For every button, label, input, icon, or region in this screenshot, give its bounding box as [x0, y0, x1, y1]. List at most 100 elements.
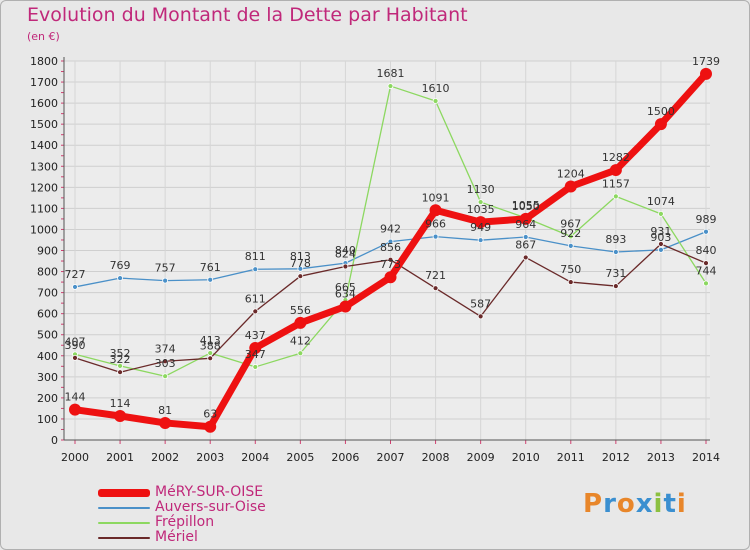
y-tick-label: 1500 — [30, 118, 58, 131]
data-label: 412 — [290, 334, 311, 347]
data-label: 322 — [110, 353, 131, 366]
x-tick-label: 2008 — [422, 451, 450, 464]
data-point — [612, 283, 619, 289]
data-label: 407 — [65, 335, 86, 348]
y-tick-label: 700 — [37, 287, 58, 300]
x-tick-label: 2003 — [196, 451, 224, 464]
y-tick-label: 400 — [37, 350, 58, 363]
x-tick-label: 2009 — [467, 451, 495, 464]
data-point — [387, 238, 394, 245]
data-label: 413 — [200, 334, 221, 347]
data-point — [658, 246, 664, 253]
data-point — [658, 241, 664, 247]
series-auvers-sur-oise — [72, 228, 709, 290]
data-label: 1091 — [422, 191, 450, 204]
data-point — [339, 300, 352, 313]
data-labels: 727 769 757 761 811 813 840 942 966 949 964 922 893 9… — [65, 55, 721, 421]
y-tick-label: 1300 — [30, 160, 58, 173]
data-point — [522, 254, 529, 261]
series-layer — [69, 67, 712, 433]
data-point — [252, 308, 259, 315]
data-label: 556 — [290, 304, 311, 317]
data-label: 750 — [560, 263, 581, 276]
y-tick-label: 1600 — [30, 97, 58, 110]
data-label: 1157 — [602, 177, 630, 190]
data-label: 1282 — [602, 151, 630, 164]
data-label: 778 — [290, 257, 311, 270]
data-label: 437 — [245, 329, 266, 342]
data-point — [477, 313, 484, 320]
data-label: 634 — [335, 288, 356, 301]
legend-swatch — [98, 537, 150, 539]
data-point — [204, 420, 217, 433]
data-point — [252, 364, 259, 370]
data-label: 931 — [650, 225, 671, 238]
logo-letter: r — [603, 489, 617, 519]
data-point — [658, 210, 664, 217]
x-tick-label: 2011 — [557, 451, 585, 464]
data-label: 731 — [605, 267, 626, 280]
data-label: 893 — [605, 233, 626, 246]
data-point — [567, 242, 574, 249]
data-label: 840 — [335, 244, 356, 257]
chart-subtitle: (en €) — [27, 30, 60, 43]
data-label: 1035 — [467, 203, 495, 216]
data-label: 744 — [696, 264, 717, 277]
data-point — [519, 212, 532, 225]
y-tick-label: 1700 — [30, 76, 58, 89]
data-point — [297, 350, 304, 357]
data-label: 721 — [425, 269, 446, 282]
data-point — [567, 233, 574, 240]
data-point — [387, 83, 394, 89]
series-m-riel — [72, 241, 709, 376]
data-label: 964 — [515, 218, 536, 231]
y-tick-label: 0 — [51, 434, 58, 447]
logo-letter: P — [583, 489, 604, 519]
data-label: 867 — [515, 238, 536, 251]
data-point — [477, 199, 484, 205]
data-label: 727 — [65, 268, 86, 281]
data-label: 811 — [245, 250, 266, 263]
data-label: 1681 — [377, 67, 405, 80]
data-point — [522, 234, 529, 240]
data-label: 949 — [470, 221, 491, 234]
x-tick-label: 2014 — [692, 451, 720, 464]
data-label: 989 — [696, 213, 717, 226]
data-point — [700, 67, 712, 80]
data-label: 761 — [200, 261, 221, 274]
data-point — [162, 277, 169, 284]
x-tick-label: 2006 — [331, 451, 359, 464]
logo-letter: i — [676, 489, 687, 519]
legend-swatch — [98, 507, 150, 509]
data-point — [612, 193, 619, 200]
legend-swatch — [98, 489, 150, 497]
legend-label: Mériel — [155, 529, 198, 545]
x-tick-label: 2000 — [61, 451, 89, 464]
legend-label: MéRY-SUR-OISE — [155, 484, 264, 500]
x-tick-label: 2004 — [241, 451, 269, 464]
data-label: 1739 — [692, 55, 720, 68]
data-point — [703, 280, 709, 287]
data-label: 390 — [65, 339, 86, 352]
data-point — [432, 98, 439, 104]
y-tick-label: 100 — [37, 413, 58, 426]
x-tick-label: 2001 — [106, 451, 134, 464]
data-point — [207, 355, 214, 362]
data-label: 967 — [560, 217, 581, 230]
y-tick-label: 200 — [37, 392, 58, 405]
data-point — [654, 118, 667, 131]
legend-label: Frépillon — [155, 514, 215, 530]
data-point — [703, 260, 709, 267]
data-label: 587 — [470, 297, 491, 310]
logo-letter: x — [635, 489, 654, 519]
data-label: 1610 — [422, 82, 450, 95]
data-point — [252, 266, 259, 273]
x-tick-label: 2010 — [512, 451, 540, 464]
data-label: 611 — [245, 292, 266, 305]
data-label: 665 — [335, 281, 356, 294]
data-label: 922 — [560, 227, 581, 240]
data-label: 63 — [203, 408, 217, 421]
data-point — [477, 237, 484, 244]
data-label: 966 — [425, 218, 446, 231]
